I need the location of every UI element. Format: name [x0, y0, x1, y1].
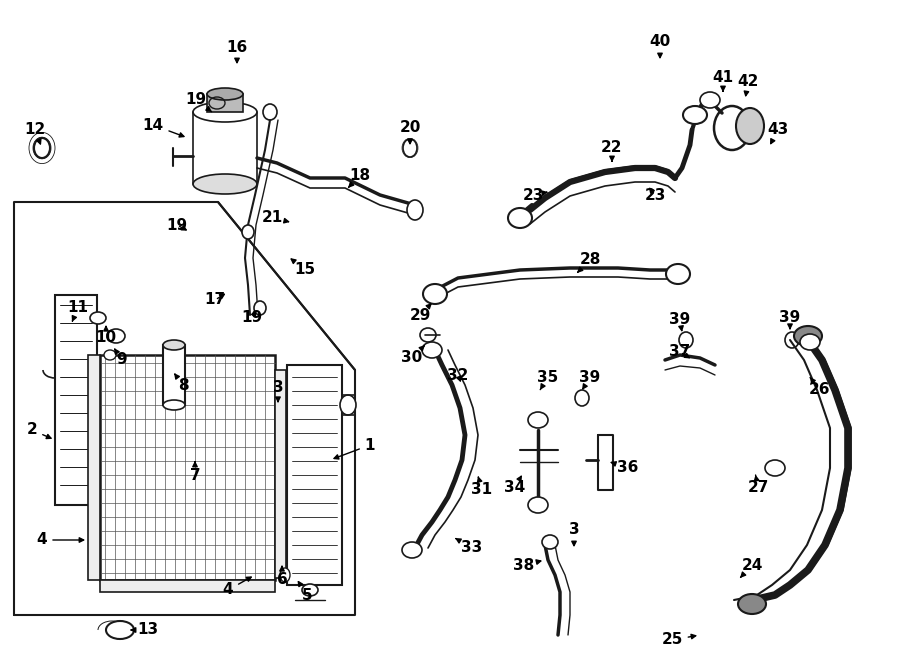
Text: 3: 3	[273, 381, 284, 402]
Text: 25: 25	[662, 633, 696, 648]
Text: 15: 15	[292, 259, 316, 278]
Text: 17: 17	[204, 293, 226, 307]
Ellipse shape	[679, 332, 693, 348]
Ellipse shape	[736, 108, 764, 144]
Text: 22: 22	[601, 141, 623, 161]
Ellipse shape	[263, 104, 277, 120]
Text: 16: 16	[227, 40, 248, 63]
Text: 31: 31	[472, 477, 492, 498]
Ellipse shape	[542, 535, 558, 549]
Ellipse shape	[714, 106, 750, 150]
Text: 23: 23	[522, 188, 547, 202]
Text: 39: 39	[670, 313, 690, 330]
Text: 3: 3	[569, 522, 580, 546]
Text: 41: 41	[713, 71, 734, 91]
Ellipse shape	[193, 174, 257, 194]
Ellipse shape	[800, 334, 820, 350]
Text: 39: 39	[580, 371, 600, 389]
Text: 39: 39	[779, 311, 801, 329]
Text: 23: 23	[644, 188, 666, 202]
Ellipse shape	[207, 88, 243, 100]
Text: 34: 34	[504, 476, 526, 494]
Text: 9: 9	[115, 349, 127, 368]
Text: 1: 1	[334, 438, 375, 459]
Ellipse shape	[90, 312, 106, 324]
Text: 18: 18	[348, 167, 371, 188]
Ellipse shape	[302, 584, 318, 596]
Ellipse shape	[765, 460, 785, 476]
Ellipse shape	[104, 350, 116, 360]
Text: 19: 19	[241, 311, 263, 325]
Bar	[287, 365, 342, 585]
Ellipse shape	[107, 329, 125, 343]
Ellipse shape	[422, 342, 442, 358]
Ellipse shape	[242, 225, 254, 239]
Ellipse shape	[738, 594, 766, 614]
Text: 38: 38	[513, 557, 541, 572]
Text: 32: 32	[447, 368, 469, 383]
Text: 2: 2	[27, 422, 51, 438]
Ellipse shape	[106, 621, 134, 639]
Ellipse shape	[403, 139, 417, 157]
Text: 35: 35	[537, 369, 559, 390]
Text: 11: 11	[68, 301, 88, 321]
Text: 24: 24	[741, 557, 762, 578]
Ellipse shape	[794, 326, 822, 346]
Ellipse shape	[280, 568, 290, 582]
Ellipse shape	[420, 328, 436, 342]
Text: 27: 27	[747, 475, 769, 496]
Bar	[275, 370, 286, 578]
Ellipse shape	[528, 497, 548, 513]
Text: 13: 13	[131, 623, 158, 637]
Text: 28: 28	[578, 253, 600, 272]
Text: 8: 8	[175, 374, 188, 393]
Ellipse shape	[34, 138, 50, 158]
Text: 43: 43	[768, 122, 788, 143]
Text: 21: 21	[261, 210, 289, 225]
Bar	[163, 345, 185, 405]
Text: 4: 4	[37, 533, 84, 547]
Ellipse shape	[402, 542, 422, 558]
Ellipse shape	[407, 200, 423, 220]
Ellipse shape	[163, 340, 185, 350]
Ellipse shape	[163, 400, 185, 410]
Text: 20: 20	[400, 120, 420, 143]
Ellipse shape	[254, 301, 266, 315]
Ellipse shape	[575, 390, 589, 406]
Bar	[88, 355, 100, 580]
Text: 33: 33	[456, 539, 482, 555]
Text: 42: 42	[737, 75, 759, 96]
Text: 19: 19	[185, 93, 211, 112]
Text: 37: 37	[670, 344, 690, 360]
Ellipse shape	[508, 208, 532, 228]
Ellipse shape	[423, 284, 447, 304]
Bar	[100, 580, 275, 592]
Text: 29: 29	[410, 304, 431, 323]
Text: 26: 26	[809, 377, 831, 397]
Text: 4: 4	[222, 577, 251, 598]
Text: 30: 30	[401, 346, 425, 366]
Text: 10: 10	[95, 327, 117, 346]
Bar	[55, 295, 97, 505]
Ellipse shape	[700, 92, 720, 108]
Ellipse shape	[683, 106, 707, 124]
Text: 40: 40	[650, 34, 670, 58]
Text: 12: 12	[24, 122, 46, 144]
Ellipse shape	[528, 412, 548, 428]
Bar	[207, 94, 243, 112]
Text: 14: 14	[142, 118, 184, 137]
Text: 5: 5	[298, 582, 312, 602]
Ellipse shape	[340, 395, 356, 415]
Bar	[100, 355, 275, 580]
Text: 7: 7	[190, 462, 201, 483]
Text: 6: 6	[276, 566, 287, 588]
Text: 36: 36	[611, 461, 639, 475]
Ellipse shape	[785, 332, 799, 348]
Ellipse shape	[666, 264, 690, 284]
Text: 19: 19	[166, 217, 187, 233]
